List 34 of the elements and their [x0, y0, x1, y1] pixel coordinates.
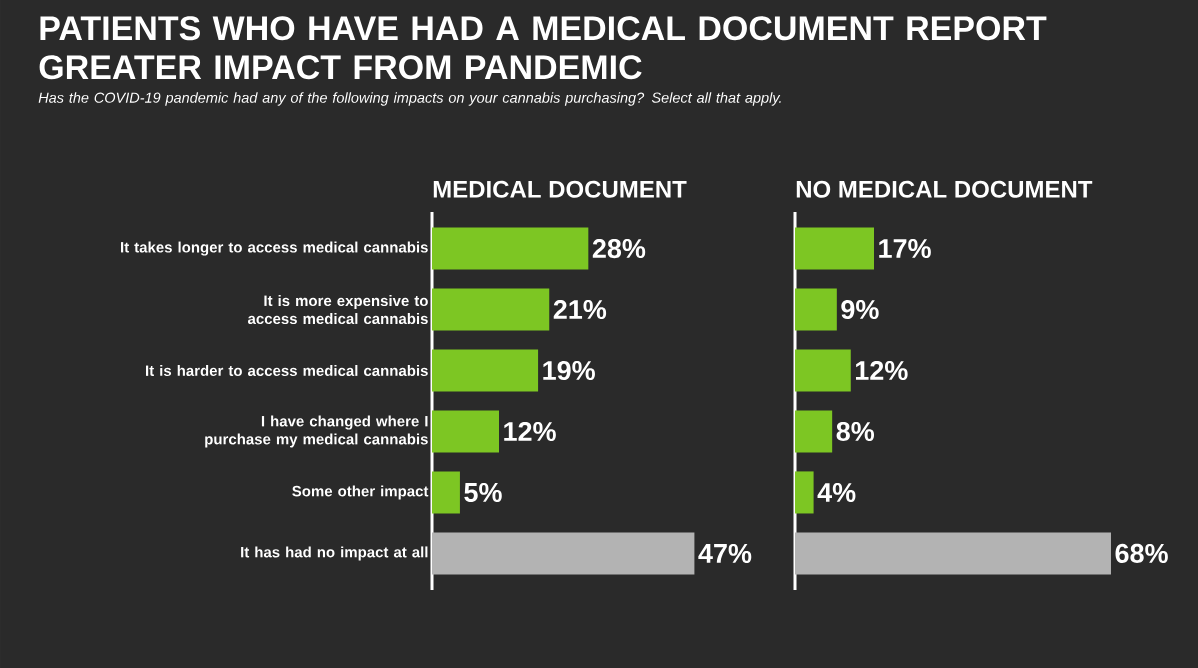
- chart-title: MEDICAL DOCUMENT: [433, 180, 687, 198]
- bar: [432, 410, 499, 453]
- bar: [432, 349, 539, 392]
- y-tick-label: It takes longer to access medical cannabis: [121, 241, 428, 256]
- data-label: 5%: [464, 482, 502, 502]
- y-tick-label: It has had no impact at all: [241, 546, 428, 561]
- text: PATIENTS WHO HAVE HAD A MEDICAL DOCUMENT REPORT GREATER IMPACT FROM PANDEMIC: [39, 16, 1047, 80]
- y-tick-label: I have changed where I purchase my medical cannabis: [205, 415, 428, 448]
- bar: [432, 227, 589, 270]
- bar: [795, 471, 814, 514]
- y-tick-label: It is harder to access medical cannabis: [146, 365, 428, 377]
- data-label: 12%: [504, 421, 556, 441]
- bar: [795, 288, 837, 331]
- bar: [432, 532, 695, 575]
- data-label: 9%: [841, 299, 879, 320]
- data-label: 17%: [879, 239, 931, 259]
- bar: [795, 349, 851, 392]
- data-label: 28%: [592, 239, 646, 259]
- y-tick-label: Some other impact: [292, 485, 429, 500]
- data-label: 19%: [543, 360, 595, 381]
- chart-title: NO MEDICAL DOCUMENT: [796, 180, 1093, 198]
- data-label: 47%: [698, 543, 752, 563]
- data-label: 12%: [855, 360, 908, 381]
- bar: [795, 410, 833, 453]
- data-label: 8%: [836, 421, 875, 442]
- data-label: 4%: [817, 482, 856, 502]
- y-tick-label: It is more expensive to access medical cannabis: [247, 295, 428, 325]
- bar: [795, 227, 874, 270]
- bar: [795, 532, 1111, 575]
- text: Has the COVID-19 pandemic had any of the following impacts on your cannabis purchasing? Select all that apply.: [38, 92, 781, 106]
- bar: [432, 471, 460, 514]
- data-label: 21%: [553, 300, 607, 320]
- bar: [432, 288, 550, 331]
- data-label: 68%: [1115, 543, 1168, 563]
